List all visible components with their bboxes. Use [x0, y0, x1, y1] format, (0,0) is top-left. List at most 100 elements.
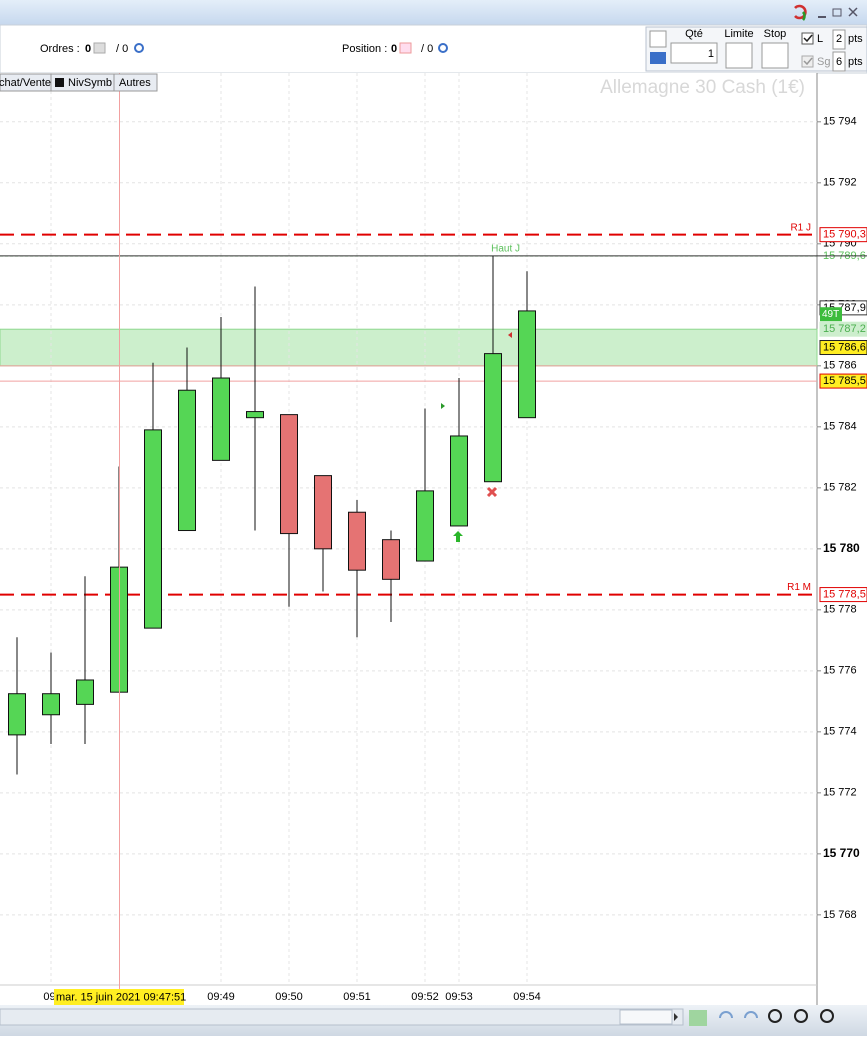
position-icon[interactable]: [399, 42, 412, 54]
signal-marker: [508, 332, 512, 338]
sg-input[interactable]: [832, 51, 846, 72]
scroll-arrow[interactable]: [674, 1013, 678, 1021]
tab[interactable]: [113, 73, 158, 92]
stop-button[interactable]: [761, 42, 789, 69]
candle-body: [280, 414, 298, 535]
settings-icon[interactable]: [438, 43, 448, 53]
candle-body: [314, 475, 332, 550]
checkmark: [803, 34, 813, 43]
undo-button[interactable]: [719, 1011, 733, 1019]
tab-bar: chat/Vente NivSymb Autres: [0, 73, 158, 92]
zoom-fit[interactable]: [768, 1009, 782, 1023]
refresh-icon[interactable]: [801, 11, 806, 21]
x-tick-label: 09:49: [207, 991, 235, 1003]
tab-label[interactable]: Autres: [119, 77, 151, 89]
x-tick-label: 09:50: [275, 991, 303, 1003]
y-tick-label: 15 794: [823, 116, 857, 128]
x-tick-label: 09:53: [445, 991, 473, 1003]
tab-label[interactable]: NivSymb: [68, 77, 112, 89]
orders-count: 0: [85, 43, 91, 55]
candle-body: [416, 490, 434, 562]
level-label: 15 790,3: [823, 229, 866, 241]
plot-area: [0, 73, 817, 1005]
x-tick-label: 09:52: [411, 991, 439, 1003]
chart: Allemagne 30 Cash (1€) 15 768 15 770 15 772…: [0, 73, 867, 1003]
level-label-box: [819, 587, 867, 603]
y-tick-label: 15 774: [823, 726, 857, 738]
level-name: Haut J: [491, 244, 520, 255]
y-tick-label: 15 776: [823, 665, 857, 677]
y-tick-label: 15 768: [823, 909, 857, 921]
limit-label: Limite: [724, 28, 753, 40]
orders-icon[interactable]: [93, 42, 106, 54]
price-label-box: [819, 340, 867, 356]
level-name: R1 M: [787, 582, 811, 593]
zone: [0, 328, 818, 367]
nav-button[interactable]: [689, 1010, 707, 1026]
checkmark: [803, 57, 813, 66]
y-tick-label: 15 792: [823, 177, 857, 189]
l-value[interactable]: 2: [836, 33, 842, 45]
settings-icon[interactable]: [134, 43, 144, 53]
l-input[interactable]: [832, 29, 846, 50]
price-label: 15 786,6: [823, 341, 866, 353]
y-tick-label: 15 784: [823, 421, 857, 433]
limit-button[interactable]: [725, 42, 753, 69]
sg-label: Sg: [817, 56, 830, 68]
candle-body: [382, 539, 400, 580]
tool-button[interactable]: [649, 30, 667, 48]
y-tick-label: 15 778: [823, 604, 857, 616]
crosshair-label: mar. 15 juin 2021 09:47:51: [56, 991, 186, 1003]
level-label-box: [819, 227, 867, 243]
sg-value[interactable]: 6: [836, 56, 842, 68]
checkbox[interactable]: [801, 32, 814, 45]
chart-title: Allemagne 30 Cash (1€): [600, 77, 805, 98]
price-label-box: [819, 321, 867, 337]
tab-label[interactable]: chat/Vente: [0, 77, 51, 89]
candle-body: [8, 693, 26, 736]
keyboard-button[interactable]: [650, 52, 666, 64]
candle-body: [518, 310, 536, 419]
qty-input[interactable]: [670, 42, 718, 64]
candle-body: [212, 377, 230, 461]
level-label: 15 778,5: [823, 588, 866, 600]
candle-body: [178, 389, 196, 532]
close[interactable]: [848, 7, 858, 17]
y-tick-label: 15 786: [823, 360, 857, 372]
position-count: 0: [391, 43, 397, 55]
qty-value[interactable]: 1: [708, 48, 714, 60]
x-tick-label: 09:51: [343, 991, 371, 1003]
candle-body: [42, 693, 60, 716]
restore[interactable]: [832, 8, 842, 17]
scroll-thumb[interactable]: [619, 1009, 673, 1025]
price-label-box: [819, 373, 867, 389]
sg-unit: pts: [848, 56, 863, 68]
window-buttons[interactable]: [794, 4, 858, 21]
orders-total: / 0: [116, 43, 128, 55]
crosshair-label-box: [54, 989, 184, 1005]
candle-body: [450, 435, 468, 527]
refresh-icon[interactable]: [794, 4, 807, 20]
redo-button[interactable]: [744, 1011, 758, 1019]
cancel-marker: [486, 486, 498, 498]
zoom-out[interactable]: [794, 1009, 808, 1023]
checkbox[interactable]: [801, 55, 814, 68]
title-bar: [0, 0, 867, 25]
badge: 49T: [822, 309, 839, 320]
scrollbar[interactable]: [0, 1008, 684, 1026]
candle-body: [246, 411, 264, 419]
stop-label: Stop: [764, 28, 787, 40]
badge-box: [820, 307, 842, 322]
y-tick-label: 15 770: [823, 846, 860, 860]
candle-body: [348, 511, 366, 571]
l-unit: pts: [848, 33, 863, 45]
y-tick-label: 15 782: [823, 482, 857, 494]
candle-body: [484, 353, 502, 483]
orders-label: Ordres :: [40, 43, 80, 55]
zoom-in[interactable]: [820, 1009, 834, 1023]
level-name: R1 J: [790, 222, 811, 233]
y-tick-label: 15 772: [823, 787, 857, 799]
position-label: Position :: [342, 43, 387, 55]
